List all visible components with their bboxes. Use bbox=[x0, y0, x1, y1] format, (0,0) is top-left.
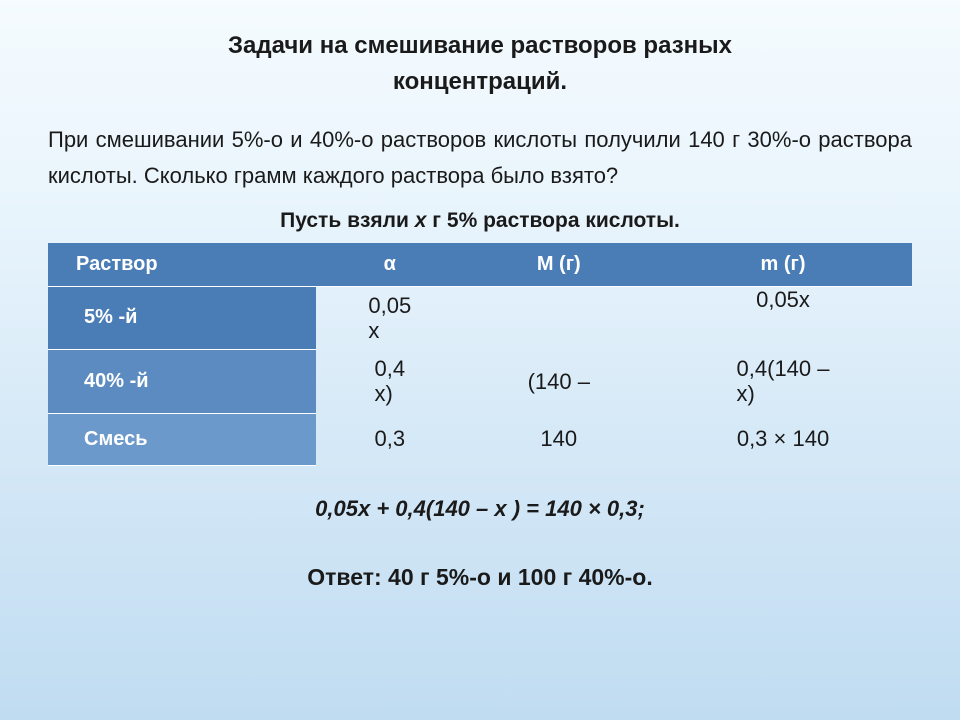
let-suffix: г 5% раствора кислоты. bbox=[426, 209, 679, 232]
cell-text: х bbox=[368, 318, 379, 343]
th-mass-total: M (г) bbox=[464, 243, 655, 287]
cell-alpha: 0,3 bbox=[316, 413, 463, 465]
cell-m: 0,3 × 140 bbox=[654, 413, 912, 465]
equation: 0,05х + 0,4(140 – х ) = 140 × 0,3; bbox=[48, 496, 912, 522]
let-var: х bbox=[415, 209, 427, 232]
th-alpha: α bbox=[316, 243, 463, 287]
solution-table: Раствор α M (г) m (г) 5% -й 0,05 х 0,05х… bbox=[48, 243, 912, 466]
table-row: 40% -й 0,4 х) (140 – 0,4(140 – х) bbox=[48, 350, 912, 413]
cell-text: 0,4(140 – bbox=[737, 356, 830, 381]
let-prefix: Пусть взяли bbox=[280, 209, 415, 232]
cell-text: х) bbox=[375, 381, 393, 406]
th-mass-part: m (г) bbox=[654, 243, 912, 287]
cell-M: 140 bbox=[464, 413, 655, 465]
table-row: 5% -й 0,05 х 0,05х bbox=[48, 286, 912, 350]
row-label: 5% -й bbox=[48, 286, 316, 350]
row-label: 40% -й bbox=[48, 350, 316, 413]
slide-title: Задачи на смешивание растворов разных ко… bbox=[48, 28, 912, 100]
answer: Ответ: 40 г 5%-о и 100 г 40%-о. bbox=[48, 564, 912, 591]
title-line2: концентраций. bbox=[393, 68, 567, 95]
cell-text: 0,05 bbox=[368, 293, 411, 318]
cell-m: 0,4(140 – х) bbox=[654, 350, 912, 413]
problem-text: При смешивании 5%-о и 40%-о растворов ки… bbox=[48, 122, 912, 195]
cell-text: х) bbox=[737, 381, 755, 406]
cell-M: (140 – bbox=[464, 350, 655, 413]
title-line1: Задачи на смешивание растворов разных bbox=[228, 32, 732, 59]
table-row: Смесь 0,3 140 0,3 × 140 bbox=[48, 413, 912, 465]
row-label: Смесь bbox=[48, 413, 316, 465]
cell-M bbox=[464, 286, 655, 350]
cell-alpha: 0,4 х) bbox=[316, 350, 463, 413]
th-solution: Раствор bbox=[48, 243, 316, 287]
cell-alpha: 0,05 х bbox=[316, 286, 463, 350]
let-statement: Пусть взяли х г 5% раствора кислоты. bbox=[48, 209, 912, 233]
cell-m: 0,05х bbox=[654, 286, 912, 350]
cell-text: 0,4 bbox=[375, 356, 406, 381]
